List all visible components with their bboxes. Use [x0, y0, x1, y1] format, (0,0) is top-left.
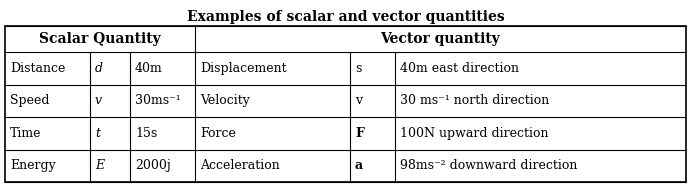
Text: 2000j: 2000j — [135, 159, 171, 172]
Text: Scalar Quantity: Scalar Quantity — [39, 32, 161, 46]
Text: v: v — [355, 94, 362, 107]
Text: s: s — [355, 62, 361, 75]
Text: Displacement: Displacement — [200, 62, 287, 75]
Bar — [5, 26, 686, 182]
Text: Time: Time — [10, 127, 41, 140]
Text: 98ms⁻² downward direction: 98ms⁻² downward direction — [400, 159, 578, 172]
Text: Force: Force — [200, 127, 236, 140]
Text: Vector quantity: Vector quantity — [381, 32, 500, 46]
Text: E: E — [95, 159, 104, 172]
Text: a: a — [355, 159, 363, 172]
Text: Distance: Distance — [10, 62, 66, 75]
Text: 40m: 40m — [135, 62, 163, 75]
Text: Velocity: Velocity — [200, 94, 250, 107]
Text: Acceleration: Acceleration — [200, 159, 280, 172]
Text: Examples of scalar and vector quantities: Examples of scalar and vector quantities — [187, 10, 504, 24]
Text: 40m east direction: 40m east direction — [400, 62, 519, 75]
Text: t: t — [95, 127, 100, 140]
Text: F: F — [355, 127, 364, 140]
Text: Speed: Speed — [10, 94, 50, 107]
Text: d: d — [95, 62, 103, 75]
Text: v: v — [95, 94, 102, 107]
Text: Energy: Energy — [10, 159, 56, 172]
Text: 30ms⁻¹: 30ms⁻¹ — [135, 94, 181, 107]
Text: 15s: 15s — [135, 127, 158, 140]
Text: 30 ms⁻¹ north direction: 30 ms⁻¹ north direction — [400, 94, 549, 107]
Text: 100N upward direction: 100N upward direction — [400, 127, 549, 140]
